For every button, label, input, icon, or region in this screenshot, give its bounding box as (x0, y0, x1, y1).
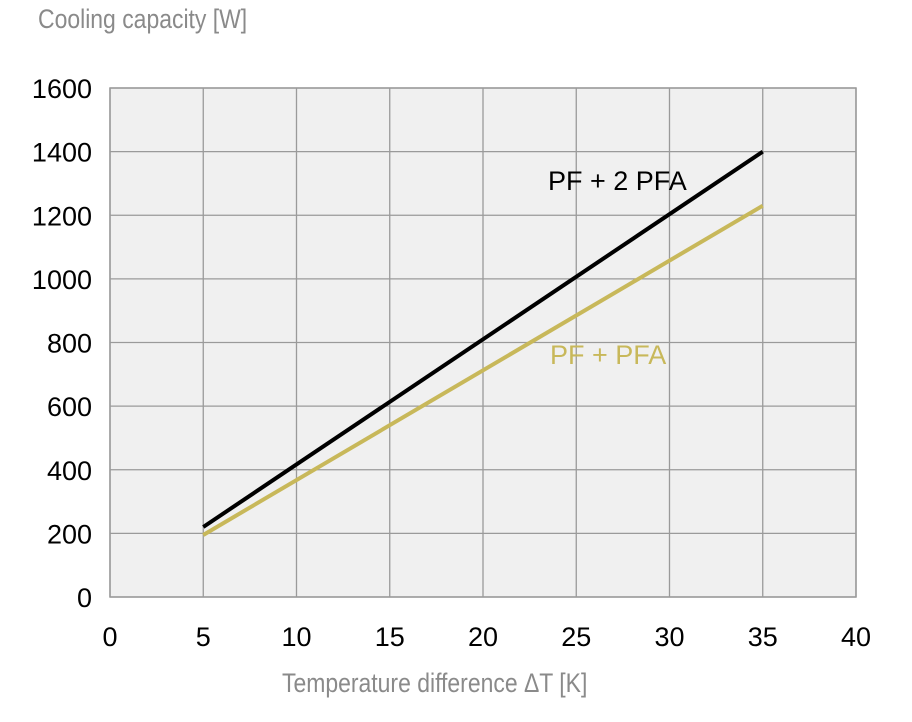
x-tick-label: 0 (102, 622, 117, 652)
x-tick-label: 10 (281, 622, 311, 652)
x-tick-label: 30 (654, 622, 684, 652)
y-tick-label: 1000 (32, 265, 92, 295)
x-tick-label: 40 (841, 622, 871, 652)
y-tick-label: 200 (47, 519, 92, 549)
x-axis-label: Temperature difference ΔT [K] (282, 668, 588, 698)
y-axis-label: Cooling capacity [W] (38, 4, 248, 34)
y-tick-label: 800 (47, 329, 92, 359)
x-tick-label: 15 (375, 622, 405, 652)
series-label-pf-2pfa: PF + 2 PFA (548, 166, 687, 196)
y-tick-label: 400 (47, 456, 92, 486)
series-line-1 (202, 203, 764, 537)
x-tick-label: 35 (748, 622, 778, 652)
y-tick-label: 600 (47, 392, 92, 422)
y-tick-label: 1400 (32, 138, 92, 168)
x-tick-label: 5 (196, 622, 211, 652)
y-tick-label: 0 (77, 583, 92, 613)
x-tick-label: 25 (561, 622, 591, 652)
series-line-0 (202, 149, 764, 529)
series-label-pf-pfa: PF + PFA (550, 340, 666, 370)
x-tick-label: 20 (468, 622, 498, 652)
y-tick-label: 1200 (32, 201, 92, 231)
y-tick-label: 1600 (32, 74, 92, 104)
